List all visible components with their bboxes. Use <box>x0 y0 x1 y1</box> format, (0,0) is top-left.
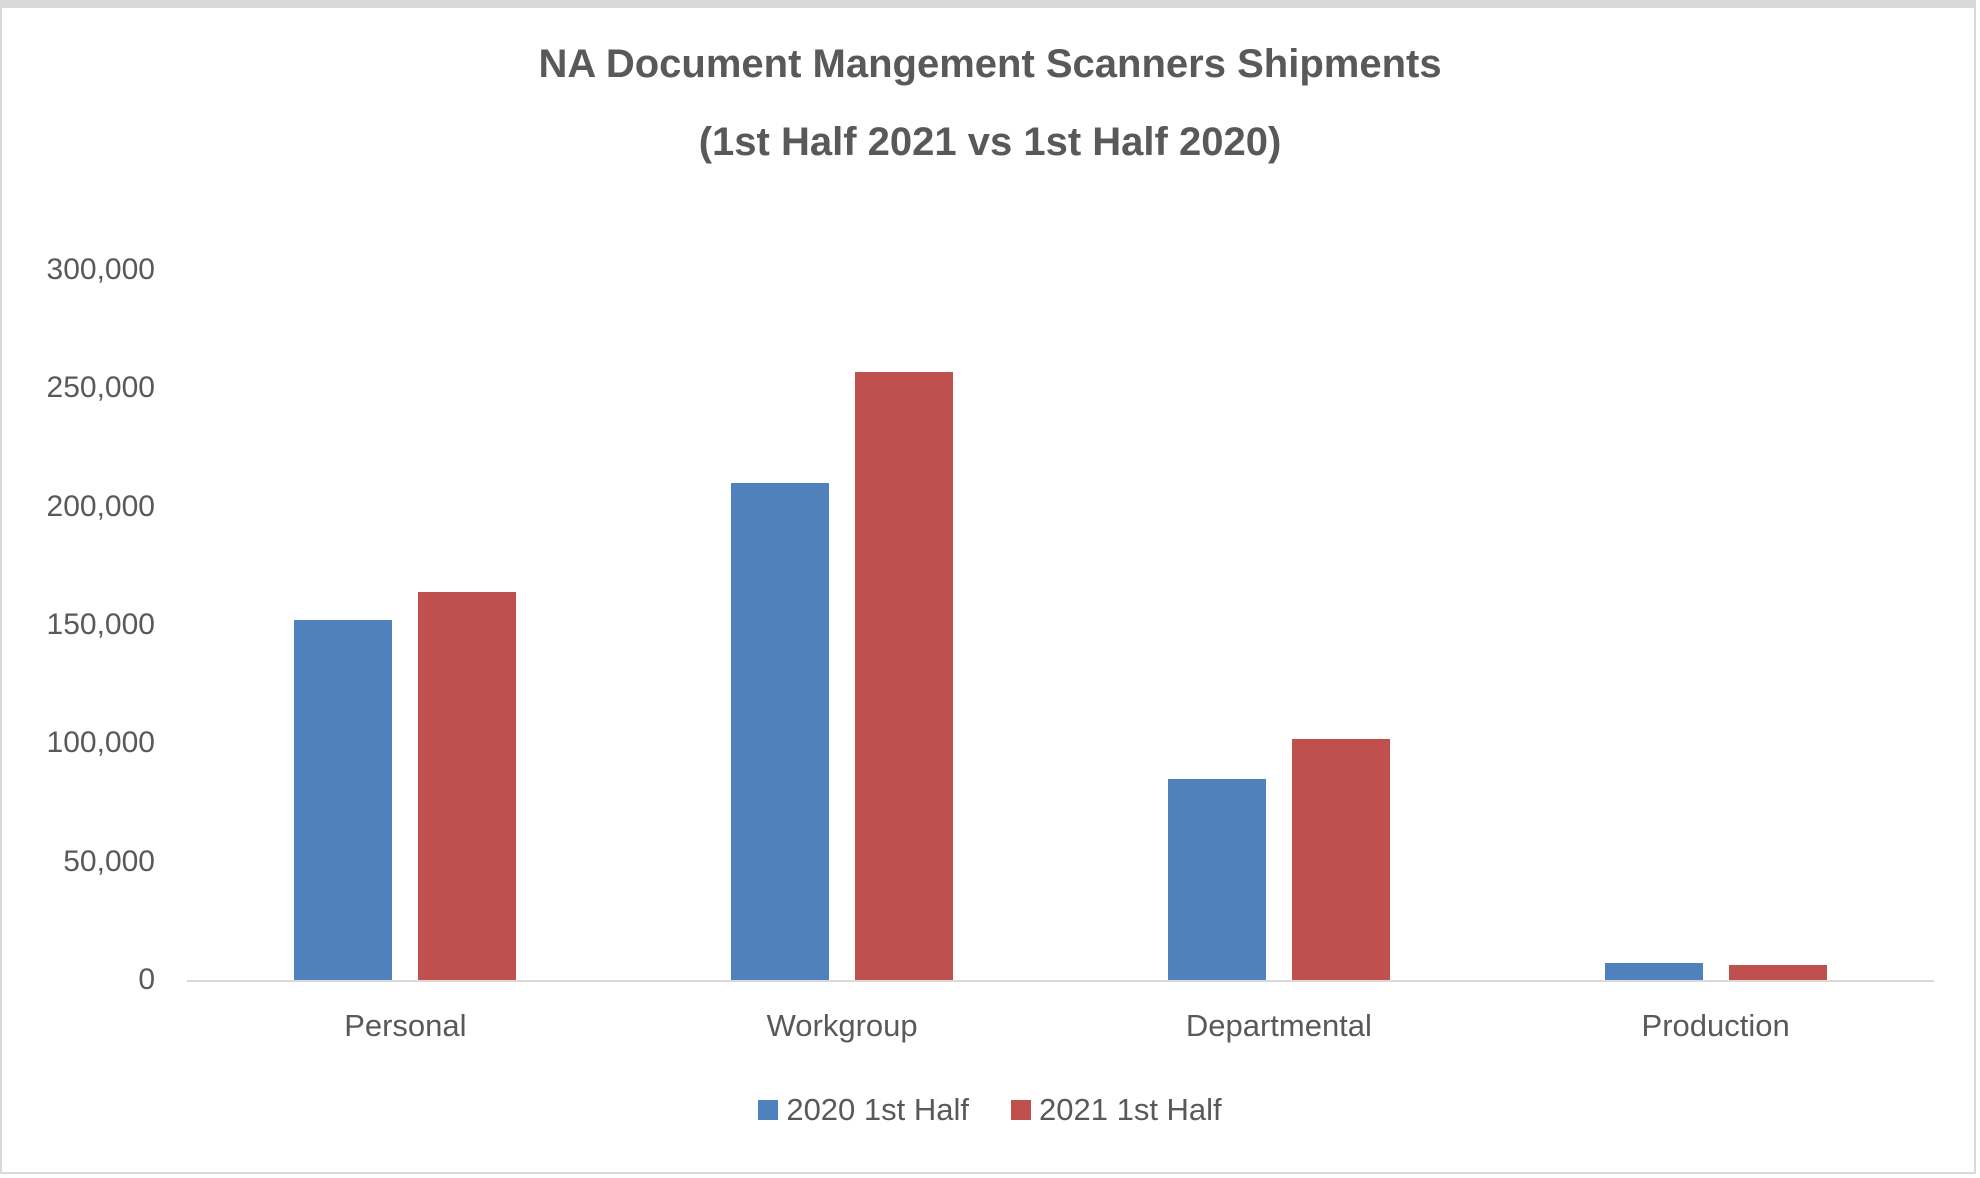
bar-departmental-2020 <box>1167 778 1266 980</box>
legend-label-2021: 2021 1st Half <box>1039 1092 1222 1127</box>
y-tick-label: 250,000 <box>46 371 155 405</box>
bar-departmental-2021 <box>1291 738 1390 980</box>
x-tick-label: Production <box>1641 1008 1790 1043</box>
y-tick-label: 300,000 <box>46 253 155 286</box>
y-tick-label: 150,000 <box>46 608 155 641</box>
legend-item-2020: 2020 1st Half <box>758 1092 969 1128</box>
x-tick-label: Personal <box>344 1008 467 1043</box>
legend: 2020 1st Half 2021 1st Half <box>0 1092 1980 1128</box>
bar-production-2020 <box>1604 963 1703 980</box>
bar-workgroup-2021 <box>855 371 954 980</box>
legend-swatch-2021 <box>1011 1100 1031 1120</box>
bar-personal-2021 <box>418 591 517 980</box>
y-tick-label: 200,000 <box>46 489 155 523</box>
x-tick-label: Departmental <box>1185 1008 1372 1043</box>
y-tick-label: 0 <box>138 963 155 996</box>
chart-title: NA Document Mangement Scanners Shipments <box>538 42 1442 86</box>
y-tick-label: 50,000 <box>63 844 155 878</box>
x-axis-line <box>187 980 1934 982</box>
bar-workgroup-2020 <box>731 483 830 980</box>
chart-subtitle: (1st Half 2021 vs 1st Half 2020) <box>698 120 1282 164</box>
x-tick-label: Workgroup <box>766 1008 918 1043</box>
legend-swatch-2020 <box>758 1100 779 1120</box>
bar-personal-2020 <box>294 620 393 980</box>
bar-production-2021 <box>1728 964 1827 980</box>
legend-item-2021: 2021 1st Half <box>1011 1092 1222 1128</box>
y-tick-label: 100,000 <box>46 726 155 760</box>
legend-label-2020: 2020 1st Half <box>786 1092 969 1127</box>
